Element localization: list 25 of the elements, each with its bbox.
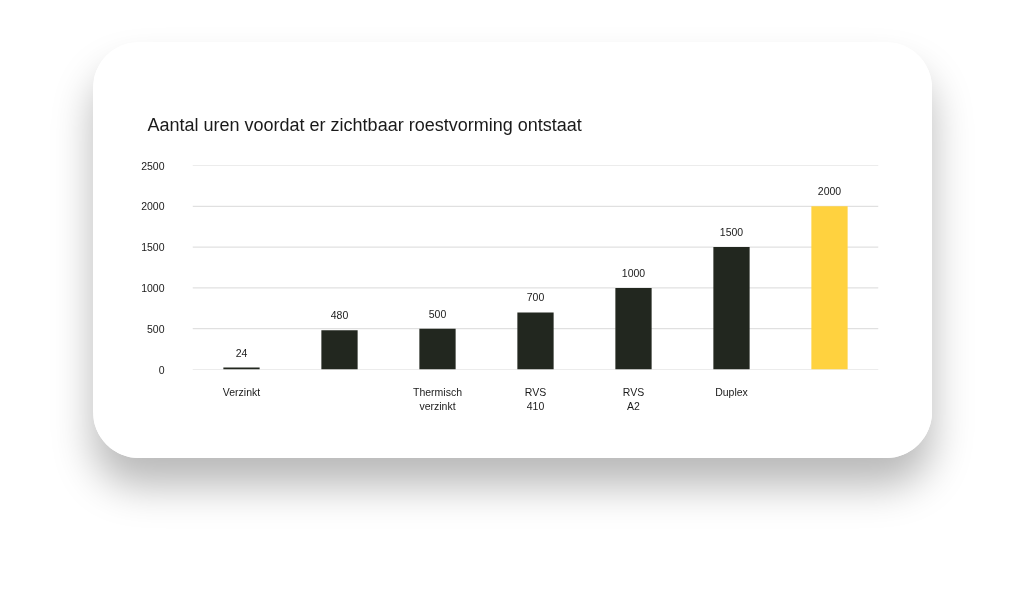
- y-tick-label: 500: [146, 322, 165, 335]
- data-label: 1500: [719, 226, 744, 239]
- data-label: 2000: [817, 185, 842, 198]
- data-label: 700: [526, 291, 545, 304]
- y-tick-label: 2000: [141, 200, 165, 213]
- x-tick-label: RVS 410: [524, 385, 547, 412]
- bar: [419, 328, 456, 370]
- data-label: 24: [235, 346, 248, 359]
- x-tick-label: Duplex: [715, 385, 749, 398]
- bar: [713, 247, 750, 370]
- y-tick-label: 1500: [141, 241, 165, 254]
- data-label: 1000: [621, 266, 646, 279]
- bar: [615, 287, 652, 370]
- x-tick-label: Verzinkt: [222, 385, 261, 398]
- data-label: 480: [330, 309, 349, 322]
- y-tick-label: 0: [158, 363, 165, 376]
- bar: [517, 312, 554, 370]
- y-tick-label: 1000: [141, 281, 165, 294]
- y-tick-label: 2500: [141, 159, 165, 172]
- chart-title: Aantal uren voordat er zichtbaar roestvorming ontstaat: [147, 114, 582, 135]
- bar: [811, 206, 848, 370]
- data-label: 500: [428, 307, 447, 320]
- x-tick-label: RVS A2: [622, 385, 645, 412]
- x-tick-label: Thermisch verzinkt: [413, 385, 463, 412]
- bar: [321, 330, 358, 370]
